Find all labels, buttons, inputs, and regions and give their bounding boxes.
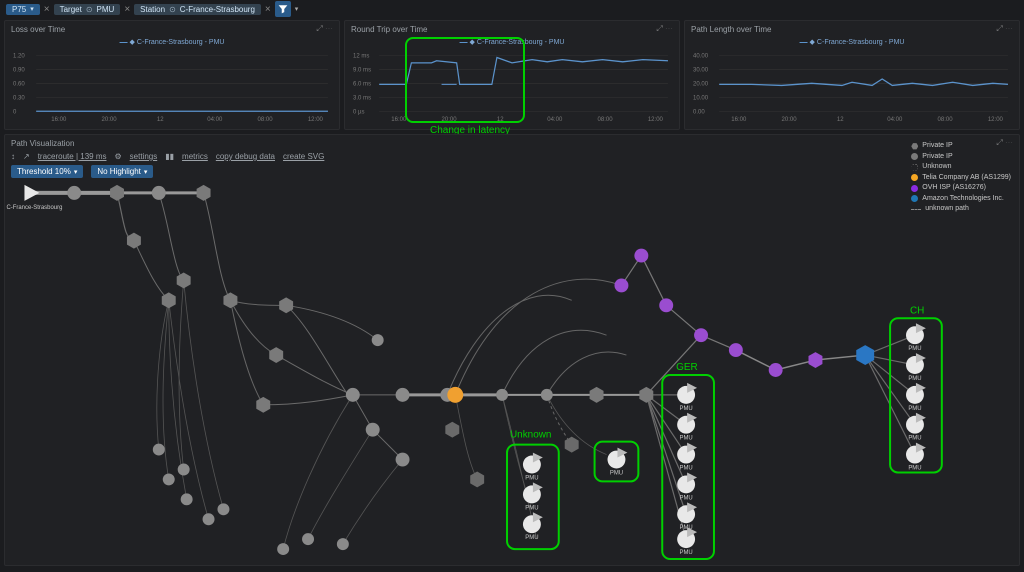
chart-legend: ◆ C-France-Strasbourg - PMU xyxy=(120,38,225,46)
svg-text:12: 12 xyxy=(157,116,164,122)
metrics-link[interactable]: metrics xyxy=(182,152,208,161)
path-toolbar: ↕ ↗ traceroute | 139 ms ⚙ settings ▮▮ me… xyxy=(11,152,1013,161)
svg-text:16:00: 16:00 xyxy=(731,116,747,122)
svg-text:PMU: PMU xyxy=(679,436,692,442)
station-label: Station xyxy=(140,5,165,14)
loss-panel: Loss over Time ⤢ ⋯ ◆ C-France-Strasbourg… xyxy=(4,20,340,130)
percentile-label: P75 xyxy=(12,5,26,14)
svg-text:PMU: PMU xyxy=(908,346,921,352)
svg-text:3.0 ms: 3.0 ms xyxy=(353,94,371,101)
svg-text:0.00: 0.00 xyxy=(693,108,705,115)
svg-text:0: 0 xyxy=(13,108,17,115)
svg-text:PMU: PMU xyxy=(679,465,692,471)
station-pill[interactable]: Station ⊙ C-France-Strasbourg xyxy=(134,4,261,15)
svg-text:1.20: 1.20 xyxy=(13,52,25,59)
svg-text:08:00: 08:00 xyxy=(938,116,954,122)
svg-text:16:00: 16:00 xyxy=(391,116,407,122)
chevron-down-icon[interactable]: ▾ xyxy=(295,5,299,13)
svg-text:PMU: PMU xyxy=(908,465,921,471)
svg-text:PMU: PMU xyxy=(525,535,538,541)
svg-text:PMU: PMU xyxy=(610,470,623,476)
target-pill[interactable]: Target ⊙ PMU xyxy=(54,4,121,15)
percentile-pill[interactable]: P75 ▾ xyxy=(6,4,40,15)
svg-text:9.0 ms: 9.0 ms xyxy=(353,66,371,73)
pill-close-icon[interactable]: × xyxy=(265,4,271,15)
path-graph[interactable]: C-France-Strasbourg xyxy=(5,171,1019,565)
svg-text:CH: CH xyxy=(910,305,924,316)
path-viz-panel: Path Visualization ⤢ ⋯ ↕ ↗ traceroute | … xyxy=(4,134,1020,566)
copy-debug-link[interactable]: copy debug data xyxy=(216,152,275,161)
pill-close-icon[interactable]: × xyxy=(44,4,50,15)
svg-text:PMU: PMU xyxy=(525,505,538,511)
panel-title: Path Visualization xyxy=(11,139,1013,148)
panel-title: Path Length over Time xyxy=(691,25,1013,34)
svg-text:30.00: 30.00 xyxy=(693,66,709,73)
rtt-panel: Round Trip over Time ⤢ ⋯ ◆ C-France-Stra… xyxy=(344,20,680,130)
svg-text:10.00: 10.00 xyxy=(693,94,709,101)
svg-text:PMU: PMU xyxy=(908,406,921,412)
svg-text:12: 12 xyxy=(497,116,504,122)
panel-action-icons[interactable]: ⤢ ⋯ xyxy=(996,24,1013,34)
svg-text:PMU: PMU xyxy=(679,495,692,501)
chart-legend: ◆ C-France-Strasbourg - PMU xyxy=(460,38,565,46)
svg-text:04:00: 04:00 xyxy=(207,116,223,122)
svg-text:0.30: 0.30 xyxy=(13,94,25,101)
svg-text:PMU: PMU xyxy=(679,550,692,556)
traceroute-link[interactable]: traceroute | 139 ms xyxy=(38,152,107,161)
svg-text:04:00: 04:00 xyxy=(887,116,903,122)
target-label: Target xyxy=(60,5,82,14)
svg-text:0.90: 0.90 xyxy=(13,66,25,73)
pathlen-chart[interactable]: 40.00 30.00 20.00 10.00 0.00 16:00 20:00 12 04:… xyxy=(691,36,1013,122)
chevron-down-icon: ▾ xyxy=(30,5,34,13)
create-svg-link[interactable]: create SVG xyxy=(283,152,324,161)
svg-text:0 µs: 0 µs xyxy=(353,108,365,115)
pill-close-icon[interactable]: × xyxy=(124,4,130,15)
filter-icon[interactable] xyxy=(275,1,291,17)
pathlen-panel: Path Length over Time ⤢ ⋯ ◆ C-France-Str… xyxy=(684,20,1020,130)
chart-panels: Loss over Time ⤢ ⋯ ◆ C-France-Strasbourg… xyxy=(0,18,1024,132)
svg-text:20:00: 20:00 xyxy=(782,116,798,122)
svg-text:0.60: 0.60 xyxy=(13,80,25,87)
svg-text:PMU: PMU xyxy=(525,475,538,481)
svg-text:PMU: PMU xyxy=(908,376,921,382)
rtt-chart[interactable]: 12 ms 9.0 ms 6.0 ms 3.0 ms 0 µs 16:00 20:00 12… xyxy=(351,36,673,122)
svg-text:16:00: 16:00 xyxy=(51,116,67,122)
svg-text:20:00: 20:00 xyxy=(102,116,118,122)
svg-text:04:00: 04:00 xyxy=(547,116,563,122)
bars-icon[interactable]: ▮▮ xyxy=(165,152,174,161)
svg-text:12 ms: 12 ms xyxy=(353,52,369,59)
target-value: PMU xyxy=(97,5,115,14)
station-value: C-France-Strasbourg xyxy=(180,5,255,14)
svg-text:PMU: PMU xyxy=(908,436,921,442)
svg-text:12: 12 xyxy=(837,116,844,122)
svg-text:Unknown: Unknown xyxy=(510,430,551,441)
svg-text:GER: GER xyxy=(676,362,698,373)
svg-text:08:00: 08:00 xyxy=(598,116,614,122)
svg-text:12:00: 12:00 xyxy=(988,116,1004,122)
settings-link[interactable]: settings xyxy=(130,152,158,161)
graph-container[interactable]: C-France-Strasbourg xyxy=(5,171,1019,565)
svg-text:12:00: 12:00 xyxy=(648,116,664,122)
svg-text:PMU: PMU xyxy=(679,406,692,412)
filter-bar: P75 ▾ × Target ⊙ PMU × Station ⊙ C-Franc… xyxy=(0,0,1024,18)
svg-text:12:00: 12:00 xyxy=(308,116,324,122)
svg-text:20:00: 20:00 xyxy=(442,116,458,122)
panel-title: Loss over Time xyxy=(11,25,333,34)
chart-legend: ◆ C-France-Strasbourg - PMU xyxy=(800,38,905,46)
panel-action-icons[interactable]: ⤢ ⋯ xyxy=(316,24,333,34)
gear-icon[interactable]: ⚙ xyxy=(114,152,121,161)
svg-text:20.00: 20.00 xyxy=(693,80,709,87)
svg-text:6.0 ms: 6.0 ms xyxy=(353,80,371,87)
loss-chart[interactable]: 1.20 0.90 0.60 0.30 0 16:00 20:00 12 04:00 08:00… xyxy=(11,36,333,122)
svg-text:08:00: 08:00 xyxy=(258,116,274,122)
panel-action-icons[interactable]: ⤢ ⋯ xyxy=(656,24,673,34)
panel-title: Round Trip over Time xyxy=(351,25,673,34)
expand-icon[interactable]: ↕ xyxy=(11,152,15,161)
svg-text:40.00: 40.00 xyxy=(693,52,709,59)
direction-icon[interactable]: ↗ xyxy=(23,152,30,161)
source-label: C-France-Strasbourg xyxy=(6,205,62,211)
